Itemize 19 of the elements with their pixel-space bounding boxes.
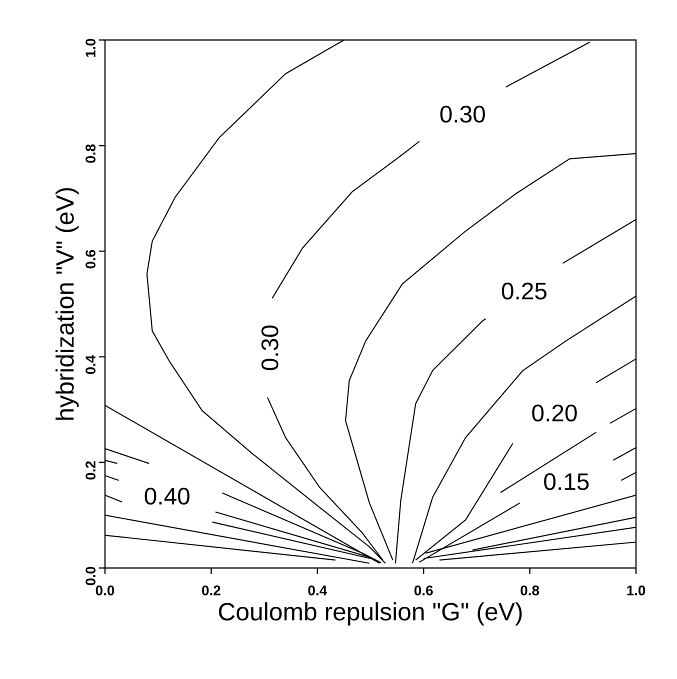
y-tick-label: 0.6	[86, 250, 96, 268]
y-tick-label: 0.2	[86, 461, 96, 480]
series-label: 0.40	[144, 488, 190, 505]
y-tick-label: 1.0	[86, 38, 96, 57]
series-label: 0.25	[502, 282, 546, 300]
x-tick-label: 1.0	[627, 586, 646, 596]
x-axis-title: Coulomb repulsion "G" (eV)	[218, 602, 522, 626]
y-tick-label: 0.8	[86, 144, 96, 163]
text: 0.30	[261, 325, 278, 370]
x-tick-label: 0.0	[96, 586, 114, 596]
x-tick-label: 0.4	[308, 586, 328, 596]
series-label: 0.20	[532, 404, 577, 422]
x-tick-label: 0.8	[520, 586, 540, 596]
x-tick-label: 0.2	[202, 586, 220, 596]
series-label: 0.15	[544, 473, 589, 490]
y-axis-title: hybridization "V" (eV)	[56, 188, 79, 420]
text: 0.30	[440, 106, 485, 123]
y-tick-label: 0.4	[86, 355, 96, 374]
x-tick-label: 0.6	[414, 586, 433, 596]
